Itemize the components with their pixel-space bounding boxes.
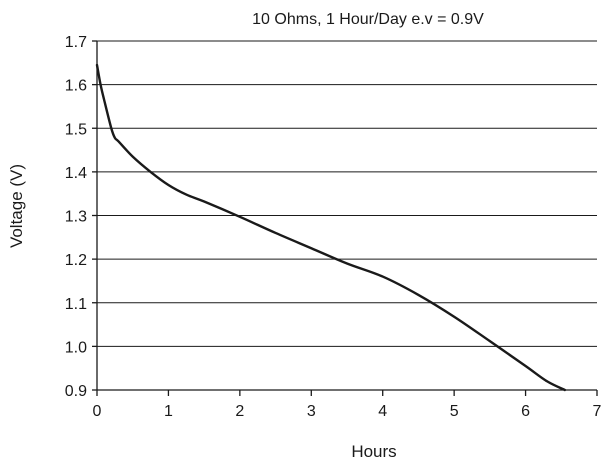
x-tick-label: 5: [450, 403, 459, 420]
x-tick-label: 1: [164, 403, 173, 420]
x-tick-label: 3: [307, 403, 316, 420]
chart-title: 10 Ohms, 1 Hour/Day e.v = 0.9V: [252, 11, 484, 28]
y-tick-label: 1.7: [65, 34, 87, 51]
y-axis-title: Voltage (V): [7, 164, 26, 248]
y-tick-label: 0.9: [65, 383, 87, 400]
x-tick-label: 0: [93, 403, 102, 420]
y-tick-label: 1.6: [65, 78, 87, 95]
x-axis-title: Hours: [351, 442, 396, 461]
x-tick-labels: 0 1 2 3 4 5 6 7: [93, 403, 601, 420]
gridlines: [92, 40, 598, 396]
y-tick-label: 1.4: [65, 165, 87, 182]
x-tick-label: 2: [235, 403, 244, 420]
y-tick-label: 1.3: [65, 209, 87, 226]
x-tick-label: 7: [593, 403, 601, 420]
series-layer: [95, 63, 567, 392]
discharge-curve: [95, 63, 567, 392]
x-tick-label: 4: [378, 403, 387, 420]
x-tick-label: 6: [521, 403, 530, 420]
y-tick-labels: 0.9 1.0 1.1 1.2 1.3 1.4 1.5 1.6 1.7: [65, 34, 87, 400]
y-tick-label: 1.5: [65, 121, 87, 138]
y-tick-label: 1.2: [65, 252, 87, 269]
y-tick-label: 1.1: [65, 296, 87, 313]
y-tick-label: 1.0: [65, 339, 87, 356]
